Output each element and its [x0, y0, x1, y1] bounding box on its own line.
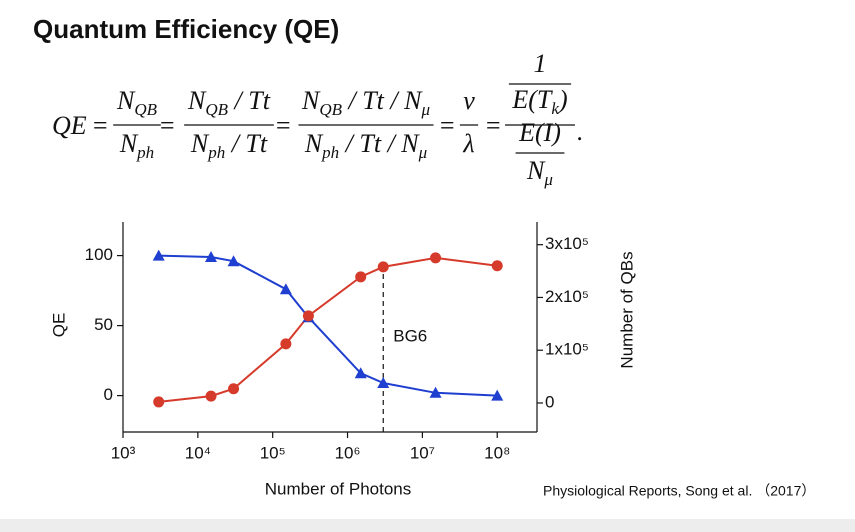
- eq-symbol: N: [190, 129, 210, 158]
- x-tick-label: 10⁶: [335, 443, 361, 462]
- y-tick-label: 50: [94, 315, 113, 334]
- eq-part: Nph / Tt / Nμ: [304, 129, 427, 162]
- point: [205, 251, 218, 262]
- eq-part: ν: [463, 86, 475, 115]
- eq-symbol: N: [119, 129, 139, 158]
- point: [153, 396, 165, 408]
- point: [429, 386, 442, 398]
- y-axis-label: QE: [49, 313, 68, 338]
- eq-symbol: N: [400, 129, 420, 158]
- eq-subscript: ph: [207, 143, 225, 162]
- series-line: [158, 254, 498, 397]
- eq-symbol: λ: [462, 129, 474, 158]
- y2-tick-label: 2x10⁵: [545, 287, 589, 306]
- eq-symbol: N: [526, 156, 546, 185]
- eq-part: E(I): [518, 118, 561, 147]
- eq-symbol: ν: [463, 86, 475, 115]
- point: [430, 252, 442, 264]
- point: [280, 338, 292, 350]
- point: [227, 255, 240, 267]
- eq-part: NQB: [116, 86, 158, 119]
- eq-symbol: N: [304, 129, 324, 158]
- y2-axis-label: Number of QBs: [617, 251, 636, 368]
- eq-subscript: μ: [418, 143, 428, 162]
- y2-tick-label: 3x10⁵: [545, 234, 589, 253]
- point: [355, 271, 367, 283]
- eq-equals: =: [438, 111, 456, 140]
- eq-subscript: ph: [321, 143, 339, 162]
- eq-symbol: E(I): [518, 118, 561, 147]
- eq-symbol: N: [116, 86, 136, 115]
- eq-subscript: ph: [136, 143, 154, 162]
- point: [205, 390, 217, 402]
- eq-part: NQB / Tt: [187, 86, 271, 119]
- eq-end: .: [577, 117, 584, 146]
- eq-subscript: μ: [543, 170, 553, 189]
- eq-symbol: E(T: [511, 85, 553, 114]
- point: [377, 377, 390, 388]
- eq-subscript: μ: [420, 100, 430, 119]
- eq-equals: =: [158, 111, 176, 140]
- x-tick-label: 10³: [111, 443, 136, 462]
- point: [152, 249, 165, 261]
- eq-symbol: N: [187, 86, 207, 115]
- y-tick-label: 100: [85, 245, 113, 264]
- eq-symbol: ): [557, 85, 568, 114]
- eq-part: NQB / Tt / Nμ: [301, 86, 430, 119]
- eq-part: 1: [534, 49, 547, 78]
- x-tick-label: 10⁴: [185, 443, 211, 462]
- eq-subscript: QB: [319, 100, 342, 119]
- eq-symbol: / Tt: [228, 86, 271, 115]
- eq-part: Nph / Tt: [190, 129, 268, 162]
- eq-lhs: QE: [52, 111, 87, 140]
- point: [302, 310, 314, 322]
- x-tick-label: 10⁵: [260, 443, 286, 462]
- point: [228, 383, 240, 395]
- y2-tick-label: 0: [545, 392, 554, 411]
- eq-part: E(Tk): [511, 85, 567, 118]
- x-tick-label: 10⁷: [410, 443, 435, 462]
- x-tick-label: 10⁸: [484, 443, 510, 462]
- eq-part: Nμ: [526, 156, 553, 189]
- eq-symbol: / Tt /: [342, 86, 404, 115]
- annotation-label: BG6: [393, 326, 427, 345]
- eq-symbol: / Tt: [225, 129, 268, 158]
- eq-subscript: QB: [134, 100, 157, 119]
- series-line: [158, 256, 498, 403]
- eq-symbol: N: [301, 86, 321, 115]
- y-tick-label: 0: [104, 385, 113, 404]
- point: [279, 283, 292, 295]
- citation: Physiological Reports, Song et al. （2017…: [543, 483, 815, 499]
- eq-symbol: / Tt /: [339, 129, 401, 158]
- eq-part: λ: [462, 129, 474, 158]
- y2-tick-label: 1x10⁵: [545, 340, 589, 359]
- eq-subscript: QB: [205, 100, 228, 119]
- x-axis-label: Number of Photons: [265, 479, 411, 498]
- point: [491, 389, 504, 401]
- eq-symbol: N: [403, 86, 423, 115]
- slide-title: Quantum Efficiency (QE): [33, 14, 339, 44]
- point: [377, 261, 389, 273]
- eq-subscript: k: [551, 99, 559, 118]
- bottom-strip: [0, 519, 855, 532]
- eq-equals: =: [484, 111, 502, 140]
- point: [491, 260, 503, 272]
- point: [354, 367, 367, 379]
- eq-equals: =: [274, 111, 292, 140]
- eq-equals: =: [91, 111, 109, 140]
- eq-symbol: 1: [534, 49, 547, 78]
- eq-part: Nph: [119, 129, 154, 162]
